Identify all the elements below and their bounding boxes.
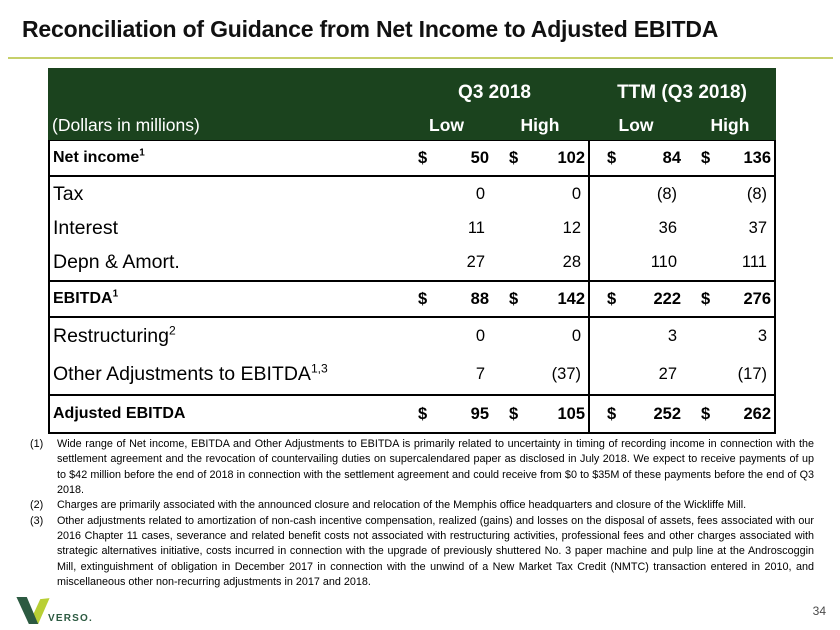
cell-value: 252: [653, 404, 681, 423]
footnote-text: Other adjustments related to amortizatio…: [57, 514, 814, 588]
currency-symbol: $: [701, 148, 711, 167]
cell-value: (8): [746, 184, 767, 203]
cell-value: 222: [653, 289, 681, 308]
cell-value: 28: [562, 253, 581, 271]
footnote-number: (1): [30, 438, 44, 450]
cell-value: 27: [658, 365, 677, 383]
row-label: Interest: [53, 216, 119, 239]
cell-value: 0: [475, 184, 485, 203]
footnote-ref: 1: [139, 147, 145, 159]
cell-value: 11: [467, 218, 485, 237]
cell-value: 0: [571, 327, 581, 345]
verso-logo-text: VERSO.: [48, 613, 93, 624]
units-label: (Dollars in millions): [52, 115, 200, 135]
cell-value: 262: [743, 404, 771, 423]
currency-symbol: $: [607, 289, 617, 308]
row-label: Restructuring: [53, 325, 169, 347]
cell-value: 0: [571, 184, 581, 203]
table-row-tax: Tax 0 0 (8) (8): [50, 177, 774, 211]
page-number: 34: [812, 604, 826, 618]
footnote-ref: 2: [168, 323, 176, 338]
verso-logo-checkmark-icon: [16, 597, 50, 624]
row-label: Tax: [53, 182, 84, 205]
currency-symbol: $: [701, 404, 711, 423]
table-row-adjusted-ebitda: Adjusted EBITDA $95 $105 $252 $262: [50, 396, 774, 432]
cell-value: 3: [667, 327, 677, 345]
table-header-groups: Q3 2018 TTM (Q3 2018): [48, 68, 776, 108]
cell-value: (8): [656, 184, 677, 203]
row-label: EBITDA: [53, 290, 113, 307]
table-header-columns: (Dollars in millions) Low High Low High: [48, 108, 776, 140]
row-label: Other Adjustments to EBITDA: [53, 363, 311, 385]
currency-symbol: $: [701, 289, 711, 308]
cell-value: 105: [557, 404, 585, 423]
cell-value: 111: [741, 253, 767, 271]
col-header-ttm-high: High: [710, 115, 750, 135]
table-row-restructuring: Restructuring2 0 0 3 3: [50, 318, 774, 355]
footnote-text: Charges are primarily associated with th…: [57, 499, 747, 512]
footnote-2: (2) Charges are primarily associated wit…: [30, 498, 814, 513]
footnotes: (1) Wide range of Net income, EBITDA and…: [30, 437, 814, 590]
cell-value: 0: [475, 327, 485, 345]
cell-value: (17): [737, 365, 767, 383]
footnote-number: (2): [30, 499, 44, 512]
cell-value: 136: [743, 148, 771, 167]
cell-value: 110: [650, 253, 677, 271]
row-label: Net income: [53, 149, 140, 166]
currency-symbol: $: [418, 404, 428, 423]
currency-symbol: $: [509, 148, 519, 167]
cell-value: 37: [748, 218, 767, 237]
footnote-1: (1) Wide range of Net income, EBITDA and…: [30, 437, 814, 498]
cell-value: 12: [562, 218, 581, 237]
currency-symbol: $: [418, 289, 428, 308]
cell-value: 142: [557, 289, 585, 308]
table-row-depn-amort: Depn & Amort. 27 28 110 111: [50, 245, 774, 282]
cell-value: 95: [470, 404, 489, 423]
cell-value: 276: [743, 289, 771, 308]
verso-logo: VERSO.: [14, 596, 93, 625]
cell-value: 3: [757, 327, 767, 345]
cell-value: 27: [466, 253, 485, 271]
footnote-number: (3): [30, 514, 44, 527]
col-header-q3-low: Low: [429, 115, 464, 135]
table-row-net-income: Net income1 $50 $102 $84 $136: [50, 141, 774, 177]
footnote-ref: 1,3: [310, 361, 328, 376]
title-underline: [8, 57, 833, 59]
col-group-q3-2018: Q3 2018: [458, 82, 531, 103]
cell-value: 50: [470, 148, 489, 167]
currency-symbol: $: [607, 148, 617, 167]
footnote-text: Wide range of Net income, EBITDA and Oth…: [57, 438, 814, 496]
currency-symbol: $: [607, 404, 617, 423]
currency-symbol: $: [509, 289, 519, 308]
table-body: Net income1 $50 $102 $84 $136 Tax 0 0 (8…: [48, 140, 776, 434]
currency-symbol: $: [509, 404, 519, 423]
cell-value: 102: [557, 148, 585, 167]
footnote-ref: 1: [112, 288, 119, 300]
table-row-ebitda: EBITDA1 $88 $142 $222 $276: [50, 282, 774, 318]
cell-value: 84: [662, 148, 681, 167]
footnote-3: (3) Other adjustments related to amortiz…: [30, 514, 814, 591]
page-title: Reconciliation of Guidance from Net Inco…: [22, 16, 719, 42]
row-label: Adjusted EBITDA: [53, 405, 186, 422]
reconciliation-table: Q3 2018 TTM (Q3 2018) (Dollars in millio…: [48, 68, 776, 434]
col-group-ttm-q3-2018: TTM (Q3 2018): [617, 82, 747, 103]
cell-value: 88: [470, 289, 489, 308]
cell-value: 7: [475, 365, 485, 383]
col-header-ttm-low: Low: [618, 115, 654, 135]
row-label: Depn & Amort.: [53, 251, 180, 273]
cell-value: (37): [551, 365, 581, 383]
table-row-other-adjustments: Other Adjustments to EBITDA1,3 7 (37) 27…: [50, 355, 774, 396]
table-row-interest: Interest 11 12 36 37: [50, 211, 774, 245]
cell-value: 36: [658, 218, 677, 237]
col-header-q3-high: High: [520, 115, 560, 135]
table-header: Q3 2018 TTM (Q3 2018) (Dollars in millio…: [48, 68, 776, 140]
currency-symbol: $: [418, 148, 428, 167]
